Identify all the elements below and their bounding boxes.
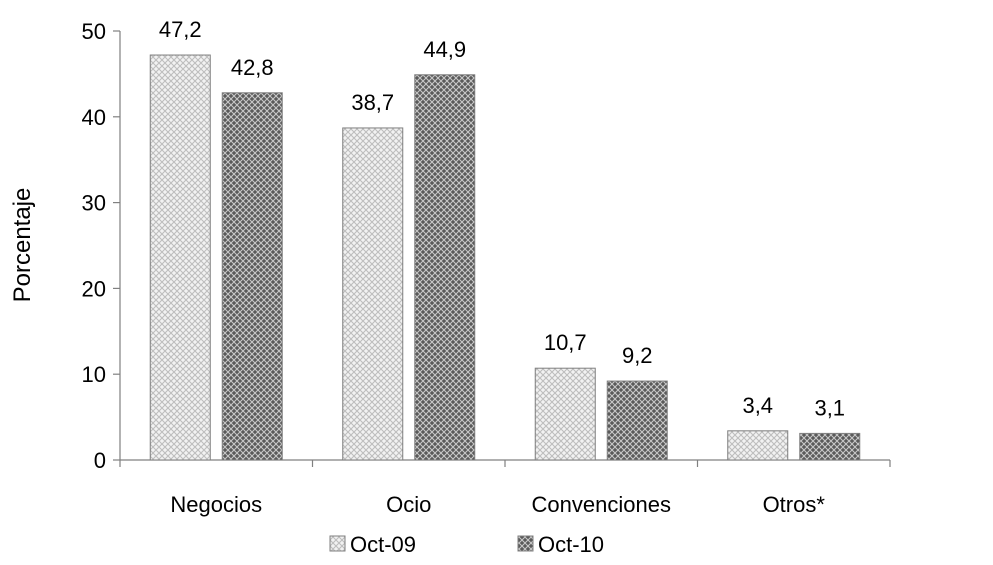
value-label: 47,2 — [159, 17, 202, 42]
y-tick-label: 50 — [82, 19, 106, 44]
value-label: 42,8 — [231, 55, 274, 80]
value-label: 44,9 — [423, 37, 466, 62]
x-tick-label: Ocio — [386, 492, 431, 517]
value-label: 3,1 — [814, 395, 845, 420]
bar — [606, 380, 668, 461]
y-tick-label: 40 — [82, 105, 106, 130]
y-tick-label: 30 — [82, 191, 106, 216]
bar — [221, 92, 283, 461]
legend-label: Oct-10 — [538, 532, 604, 557]
value-label: 3,4 — [742, 393, 773, 418]
legend: Oct-09 Oct-10 — [329, 532, 604, 557]
bar — [414, 74, 476, 461]
bar — [727, 430, 789, 461]
x-tick-label: Convenciones — [532, 492, 671, 517]
legend-swatch — [517, 535, 534, 552]
value-label: 9,2 — [622, 343, 653, 368]
value-label: 10,7 — [544, 330, 587, 355]
y-tick-label: 10 — [82, 362, 106, 387]
bar — [799, 432, 861, 461]
y-tick-label: 0 — [94, 448, 106, 473]
legend-label: Oct-09 — [350, 532, 416, 557]
y-axis: 0 10 20 30 40 50 — [82, 19, 121, 473]
x-tick-label: Negocios — [170, 492, 262, 517]
x-axis: Negocios Ocio Convenciones Otros* — [119, 459, 891, 517]
value-label: 38,7 — [351, 90, 394, 115]
value-labels: 47,2 38,7 10,7 3,4 42,8 44,9 9,2 3,1 — [159, 17, 845, 420]
x-tick-label: Otros* — [763, 492, 826, 517]
bar — [149, 54, 211, 461]
y-axis-label: Porcentaje — [9, 188, 36, 303]
bar — [534, 367, 596, 461]
bars — [149, 54, 861, 461]
y-tick-label: 20 — [82, 276, 106, 301]
legend-swatch — [329, 535, 346, 552]
bar — [342, 127, 404, 461]
